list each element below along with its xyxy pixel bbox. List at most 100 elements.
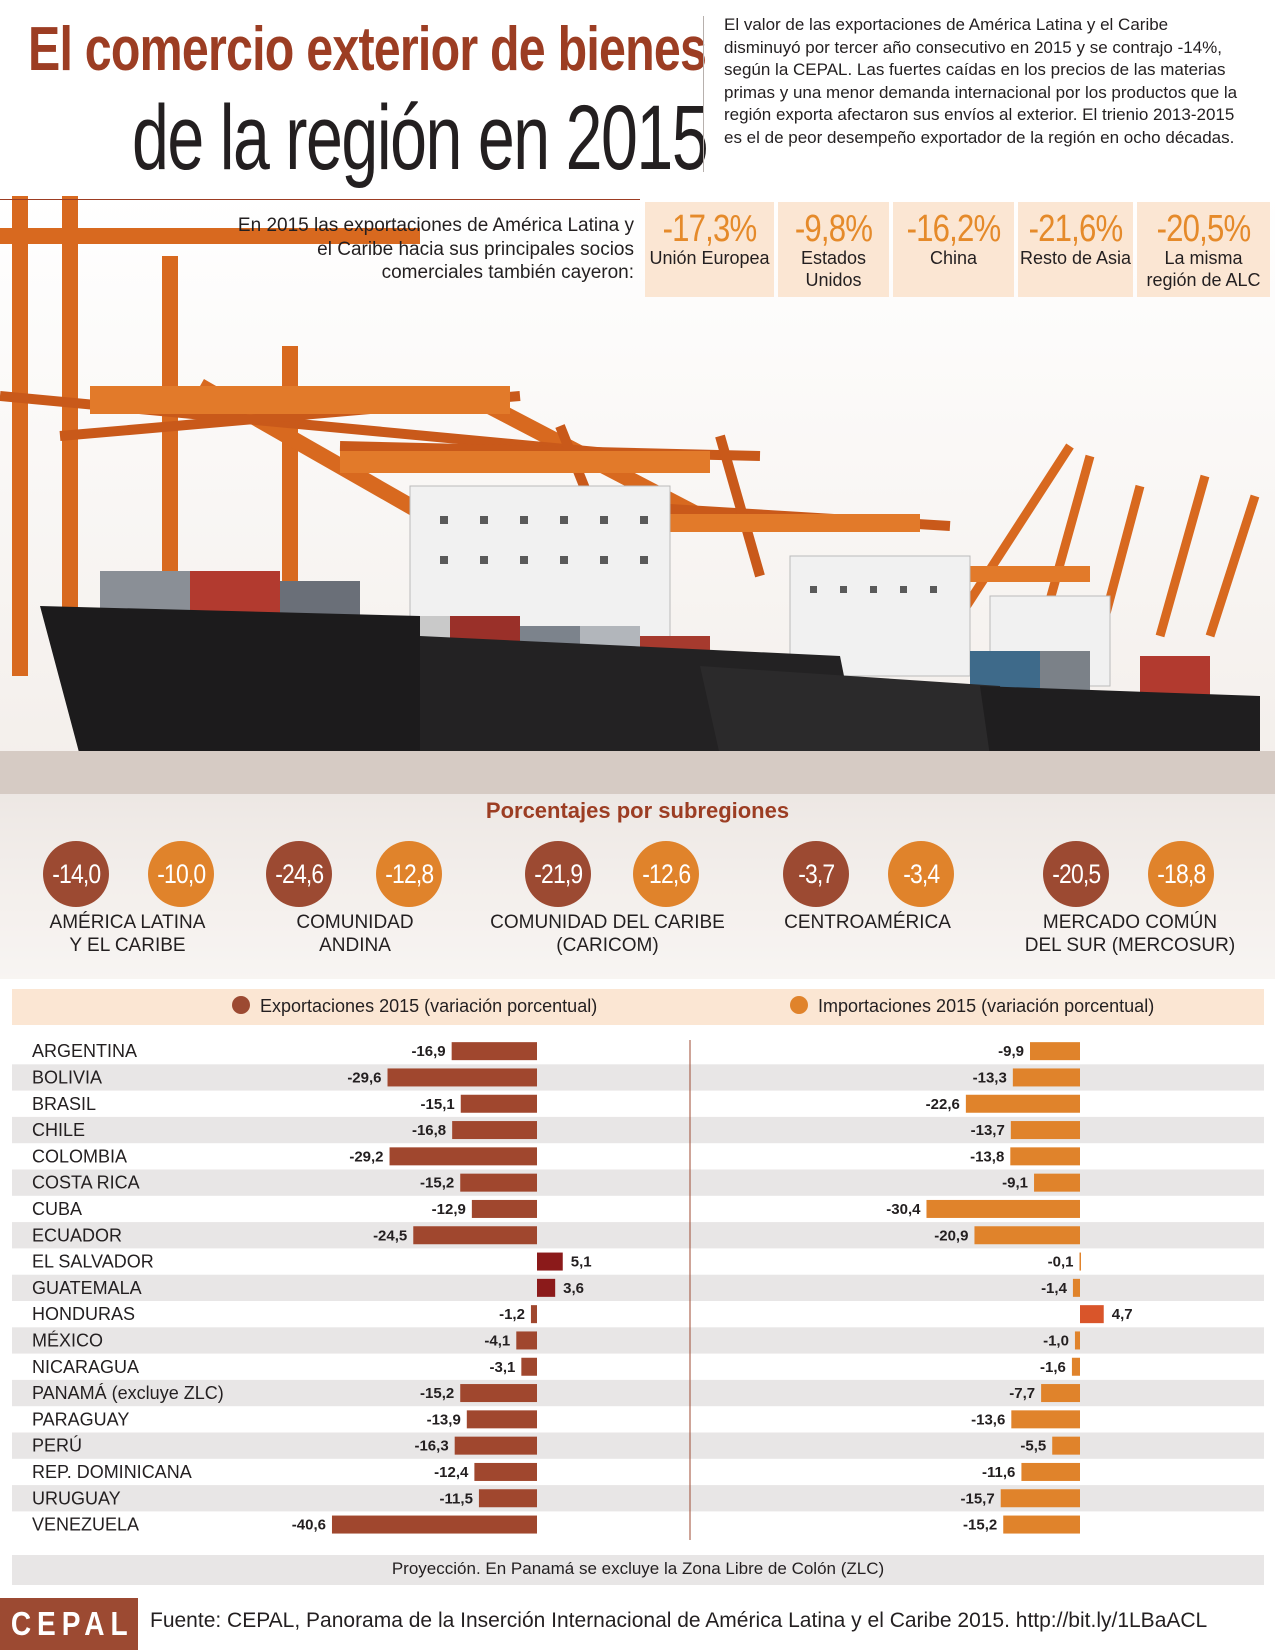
export-value-label: -4,1 <box>484 1332 510 1349</box>
partner-label: China <box>929 248 978 268</box>
export-bar <box>460 1094 537 1113</box>
subregion-name-line: COMUNIDAD <box>296 912 414 933</box>
subregion-name-line: Y EL CARIBE <box>69 935 186 956</box>
subregion-import-circle: -12,6 <box>633 841 699 907</box>
subregion-name-line: COMUNIDAD DEL CARIBE <box>490 912 725 933</box>
subregion-import-value: -3,4 <box>902 859 940 889</box>
partner-box-misma-region: -20,5% La misma región de ALC <box>1137 202 1270 297</box>
export-value-label: 3,6 <box>563 1280 584 1297</box>
country-label: COSTA RICA <box>32 1173 140 1193</box>
partner-label: Resto de Asia <box>1019 248 1132 268</box>
import-bar <box>1003 1515 1080 1534</box>
export-bar <box>387 1068 537 1087</box>
partner-box-resto-asia: -21,6% Resto de Asia <box>1018 202 1133 297</box>
subregion-export-circle: -20,5 <box>1043 841 1109 907</box>
export-value-label: -24,5 <box>373 1227 407 1244</box>
subregion-name-line: AMÉRICA LATINA <box>49 912 206 933</box>
partner-label: La misma región de ALC <box>1146 248 1261 290</box>
cepal-logo: CEPAL <box>0 1598 138 1650</box>
country-label: PERÚ <box>32 1435 82 1456</box>
import-bar <box>965 1094 1080 1113</box>
row-stripe <box>12 1274 1264 1301</box>
export-bar <box>460 1173 537 1192</box>
partner-box-estados-unidos: -9,8% Estados Unidos <box>778 202 889 297</box>
export-bar <box>530 1305 537 1324</box>
import-bar <box>1074 1331 1080 1350</box>
import-value-label: -15,2 <box>963 1517 997 1534</box>
export-bar <box>537 1252 563 1271</box>
subregion-name-can: COMUNIDAD ANDINA <box>260 911 450 957</box>
import-value-label: -5,5 <box>1020 1438 1046 1455</box>
subregion-name-centroamerica: CENTROAMÉRICA <box>770 911 965 934</box>
legend-imports-swatch <box>790 996 808 1014</box>
country-label: EL SALVADOR <box>32 1252 154 1272</box>
subregion-import-circle: -10,0 <box>148 841 214 907</box>
country-bar-chart: ARGENTINA -16,9 -9,9 BOLIVIA -29,6 -13,3 BRASI… <box>0 1030 1275 1550</box>
import-value-label: -9,1 <box>1002 1175 1028 1192</box>
country-label: HONDURAS <box>32 1304 135 1324</box>
import-value-label: -20,9 <box>934 1227 968 1244</box>
import-value-label: -13,7 <box>971 1122 1005 1139</box>
country-label: NICARAGUA <box>32 1357 139 1377</box>
country-label: PARAGUAY <box>32 1409 129 1429</box>
partners-intro: En 2015 las exportaciones de América Lat… <box>237 215 634 283</box>
country-label: ARGENTINA <box>32 1041 137 1061</box>
subregion-import-value: -12,6 <box>641 859 691 889</box>
import-bar <box>1021 1462 1080 1481</box>
legend-exports-swatch <box>232 996 250 1014</box>
import-value-label: -1,0 <box>1043 1332 1069 1349</box>
import-bar <box>1011 1410 1080 1429</box>
export-value-label: -12,4 <box>434 1464 469 1481</box>
partner-rule <box>0 199 640 200</box>
export-value-label: -15,1 <box>421 1096 455 1113</box>
subregion-name-mercosur: MERCADO COMÚN DEL SUR (MERCOSUR) <box>1020 911 1240 957</box>
export-value-label: -40,6 <box>292 1517 326 1534</box>
subregion-export-value: -20,5 <box>1051 859 1101 889</box>
export-value-label: 5,1 <box>571 1254 592 1271</box>
subregion-export-value: -21,9 <box>533 859 583 889</box>
import-bar <box>926 1199 1080 1218</box>
subregion-name-line: ANDINA <box>319 935 391 956</box>
subregion-import-value: -10,0 <box>156 859 206 889</box>
export-bar <box>460 1384 537 1403</box>
import-bar <box>1010 1147 1080 1166</box>
legend-bar <box>12 989 1264 1025</box>
partner-label: Unión Europea <box>649 248 770 268</box>
partner-value: -16,2% <box>906 208 1002 250</box>
import-bar <box>1041 1384 1080 1403</box>
export-value-label: -1,2 <box>499 1306 525 1323</box>
export-bar <box>471 1199 537 1218</box>
partner-value: -9,8% <box>794 208 873 250</box>
country-label: BOLIVIA <box>32 1067 102 1087</box>
export-value-label: -29,6 <box>347 1069 381 1086</box>
country-label: PANAMÁ (excluye ZLC) <box>32 1383 224 1403</box>
export-bar <box>331 1515 537 1534</box>
import-value-label: -15,7 <box>961 1490 995 1507</box>
footnote: Proyección. En Panamá se excluye la Zona… <box>391 1559 885 1578</box>
subregion-name-caricom: COMUNIDAD DEL CARIBE (CARICOM) <box>480 911 735 957</box>
subregion-export-value: -3,7 <box>797 859 835 889</box>
import-bar <box>974 1226 1080 1245</box>
export-bar <box>389 1147 537 1166</box>
subregion-export-circle: -24,6 <box>266 841 332 907</box>
export-bar <box>516 1331 537 1350</box>
country-bar-chart-svg: ARGENTINA -16,9 -9,9 BOLIVIA -29,6 -13,3 BRASI… <box>12 1040 1264 1540</box>
subregion-import-circle: -18,8 <box>1148 841 1214 907</box>
import-bar <box>1079 1252 1081 1271</box>
subregion-export-circle: -3,7 <box>783 841 849 907</box>
page-title-line2: de la región en 2015 <box>132 87 709 189</box>
intro-paragraph: El valor de las exportaciones de América… <box>724 15 1238 147</box>
export-value-label: -3,1 <box>489 1359 515 1376</box>
subregion-export-value: -24,6 <box>274 859 324 889</box>
import-bar <box>1030 1042 1080 1061</box>
export-bar <box>466 1410 537 1429</box>
subregion-name-line: DEL SUR (MERCOSUR) <box>1024 935 1236 956</box>
import-value-label: -13,6 <box>971 1411 1005 1428</box>
partner-label: Estados Unidos <box>800 248 867 290</box>
export-bar <box>474 1462 537 1481</box>
subregion-name-line: CENTROAMÉRICA <box>784 912 951 933</box>
import-bar <box>1034 1173 1080 1192</box>
country-label: URUGUAY <box>32 1488 121 1508</box>
subregion-import-circle: -12,8 <box>376 841 442 907</box>
partner-value: -17,3% <box>662 208 758 250</box>
